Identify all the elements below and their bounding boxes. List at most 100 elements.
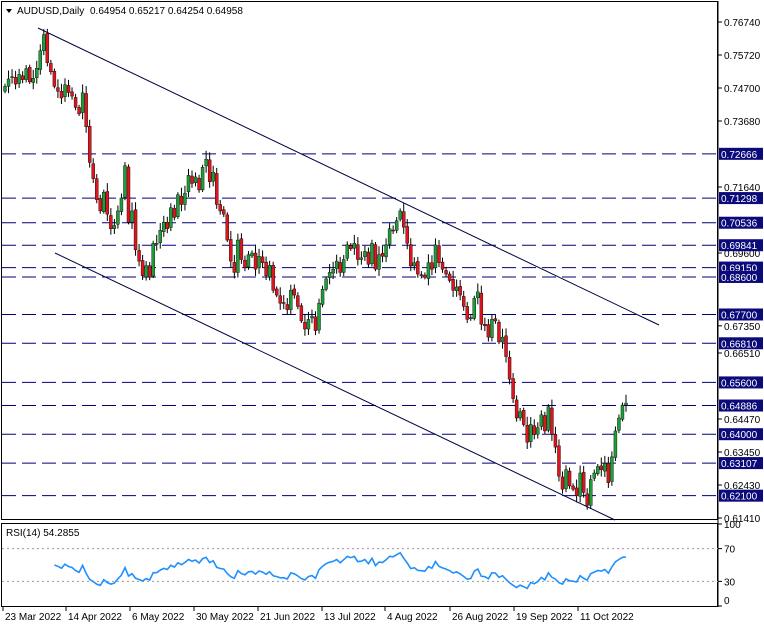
bear-candle[interactable] [557,445,561,477]
bear-candle[interactable] [260,256,265,263]
bear-candle[interactable] [402,211,406,228]
bear-candle[interactable] [486,324,491,338]
bull-candle[interactable] [454,286,459,292]
bear-candle[interactable] [493,318,498,322]
bull-candle[interactable] [123,165,127,198]
bull-candle[interactable] [370,243,374,264]
bear-candle[interactable] [56,87,60,92]
bull-candle[interactable] [476,291,480,298]
bull-candle[interactable] [112,225,117,229]
bear-candle[interactable] [95,178,99,200]
bull-candle[interactable] [200,167,205,191]
bull-candle[interactable] [359,257,364,260]
bull-candle[interactable] [24,68,28,80]
bear-candle[interactable] [497,322,501,343]
bull-candle[interactable] [345,244,349,259]
bull-candle[interactable] [17,74,21,84]
bear-candle[interactable] [165,222,170,229]
bull-candle[interactable] [317,302,321,331]
bear-candle[interactable] [229,239,233,262]
bull-candle[interactable] [289,290,293,310]
bull-candle[interactable] [193,176,198,184]
bear-candle[interactable] [190,175,194,184]
bull-candle[interactable] [472,298,476,319]
bull-candle[interactable] [183,192,187,205]
bull-candle[interactable] [324,278,328,290]
bull-candle[interactable] [564,469,568,489]
bull-candle[interactable] [384,244,388,258]
bull-candle[interactable] [176,194,180,217]
bull-candle[interactable] [412,262,416,267]
bull-candle[interactable] [320,289,325,305]
bear-candle[interactable] [264,261,268,276]
bull-candle[interactable] [3,86,7,92]
bear-candle[interactable] [416,261,420,275]
bull-candle[interactable] [35,68,39,78]
bull-candle[interactable] [603,463,607,472]
bear-candle[interactable] [451,279,455,291]
bear-candle[interactable] [73,97,78,108]
bull-candle[interactable] [578,472,582,497]
bull-candle[interactable] [204,158,208,167]
bull-candle[interactable] [31,78,35,83]
bull-candle[interactable] [352,243,357,249]
bull-candle[interactable] [151,243,155,277]
bull-candle[interactable] [363,251,367,257]
bear-candle[interactable] [13,77,18,85]
bull-candle[interactable] [620,404,625,420]
bear-candle[interactable] [461,296,466,307]
bull-candle[interactable] [398,210,402,220]
bull-candle[interactable] [63,84,67,97]
bull-candle[interactable] [144,265,148,278]
bear-candle[interactable] [59,91,64,99]
bear-candle[interactable] [98,198,102,212]
bear-candle[interactable] [52,70,57,87]
bear-candle[interactable] [84,93,88,128]
bear-candle[interactable] [567,470,572,487]
bear-candle[interactable] [571,485,575,490]
bear-candle[interactable] [338,262,342,273]
bear-candle[interactable] [222,209,226,215]
bull-candle[interactable] [387,228,392,245]
bear-candle[interactable] [553,434,558,448]
bull-candle[interactable] [155,243,159,245]
bull-candle[interactable] [80,92,85,113]
bear-candle[interactable] [366,251,371,265]
bear-candle[interactable] [447,273,452,281]
bear-candle[interactable] [91,163,95,179]
bull-candle[interactable] [518,411,522,419]
bull-candle[interactable] [613,430,618,458]
bear-candle[interactable] [49,63,53,73]
bull-candle[interactable] [331,268,335,274]
bull-candle[interactable] [6,78,11,87]
bear-candle[interactable] [285,304,289,310]
bear-candle[interactable] [606,463,611,483]
bull-candle[interactable] [536,427,540,435]
bear-candle[interactable] [458,286,462,296]
bull-candle[interactable] [42,34,46,51]
bull-candle[interactable] [342,259,346,273]
bear-candle[interactable] [599,465,604,470]
bear-candle[interactable] [313,316,318,331]
bull-candle[interactable] [539,414,544,427]
bull-candle[interactable] [10,76,14,78]
bear-candle[interactable] [299,305,304,322]
bull-candle[interactable] [426,262,431,279]
bear-candle[interactable] [70,91,74,97]
bear-candle[interactable] [543,415,547,432]
bear-candle[interactable] [391,229,395,232]
bull-candle[interactable] [158,230,162,243]
bull-candle[interactable] [617,417,621,431]
bear-candle[interactable] [253,252,258,270]
bear-candle[interactable] [225,214,229,241]
bear-candle[interactable] [574,487,579,496]
bull-candle[interactable] [377,254,381,270]
bull-candle[interactable] [116,210,120,225]
bear-candle[interactable] [550,407,554,435]
bull-candle[interactable] [246,254,251,268]
bear-candle[interactable] [133,209,138,250]
bear-candle[interactable] [109,215,113,229]
bear-candle[interactable] [172,208,177,218]
bear-candle[interactable] [239,238,244,260]
bear-candle[interactable] [105,191,110,215]
